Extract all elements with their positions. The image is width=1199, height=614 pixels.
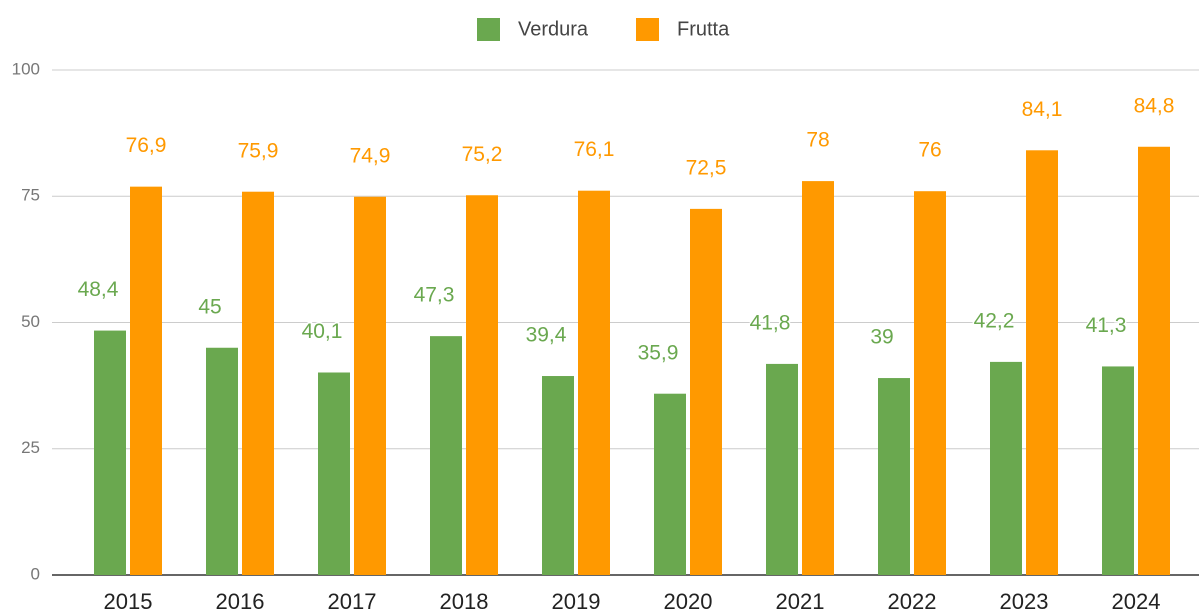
y-tick-label: 25 <box>21 438 40 457</box>
bar <box>766 363 798 575</box>
data-label: 39,4 <box>526 324 567 347</box>
y-tick-label: 100 <box>12 59 40 78</box>
data-label: 40,1 <box>302 320 343 343</box>
bar <box>354 196 386 575</box>
x-tick-label: 2017 <box>328 589 377 614</box>
bar <box>430 336 462 575</box>
data-label: 76,9 <box>126 134 167 157</box>
bar <box>654 393 686 575</box>
x-tick-label: 2015 <box>104 589 153 614</box>
x-tick-label: 2021 <box>776 589 825 614</box>
data-label: 42,2 <box>974 309 1015 332</box>
data-label: 75,2 <box>462 143 503 166</box>
y-tick-label: 50 <box>21 312 40 331</box>
data-label: 76,1 <box>574 138 615 161</box>
bar <box>542 376 574 575</box>
data-label: 84,1 <box>1022 98 1063 121</box>
data-label: 76 <box>918 139 941 162</box>
legend-label: Verdura <box>518 18 589 40</box>
data-label: 39 <box>870 326 893 349</box>
data-label: 41,3 <box>1086 314 1127 337</box>
data-label: 45 <box>198 295 221 318</box>
x-tick-label: 2018 <box>440 589 489 614</box>
bar <box>130 186 162 575</box>
data-label: 72,5 <box>686 156 727 179</box>
y-tick-label: 75 <box>21 186 40 205</box>
legend-swatch <box>477 18 500 41</box>
legend-label: Frutta <box>677 18 730 40</box>
x-tick-label: 2020 <box>664 589 713 614</box>
bar <box>1102 366 1134 575</box>
x-tick-label: 2022 <box>888 589 937 614</box>
bar <box>318 372 350 575</box>
data-label: 84,8 <box>1134 94 1175 117</box>
bar <box>466 195 498 576</box>
data-label: 48,4 <box>78 278 119 301</box>
x-tick-label: 2019 <box>552 589 601 614</box>
bar <box>990 361 1022 575</box>
data-label: 35,9 <box>638 341 679 364</box>
y-tick-label: 0 <box>31 564 40 583</box>
x-tick-label: 2023 <box>1000 589 1049 614</box>
x-tick-label: 2016 <box>216 589 265 614</box>
bar <box>1138 146 1170 575</box>
data-label: 78 <box>806 129 829 152</box>
bar <box>802 181 834 575</box>
bar <box>1026 150 1058 576</box>
x-tick-label: 2024 <box>1112 589 1161 614</box>
bar <box>878 378 910 575</box>
legend-swatch <box>636 18 659 41</box>
bar <box>206 347 238 575</box>
bar <box>914 191 946 575</box>
bar <box>578 190 610 575</box>
bar <box>94 330 126 575</box>
bar <box>690 208 722 575</box>
bar <box>242 191 274 575</box>
data-label: 75,9 <box>238 139 279 162</box>
data-label: 41,8 <box>750 311 791 334</box>
data-label: 47,3 <box>414 284 455 307</box>
data-label: 74,9 <box>350 144 391 167</box>
